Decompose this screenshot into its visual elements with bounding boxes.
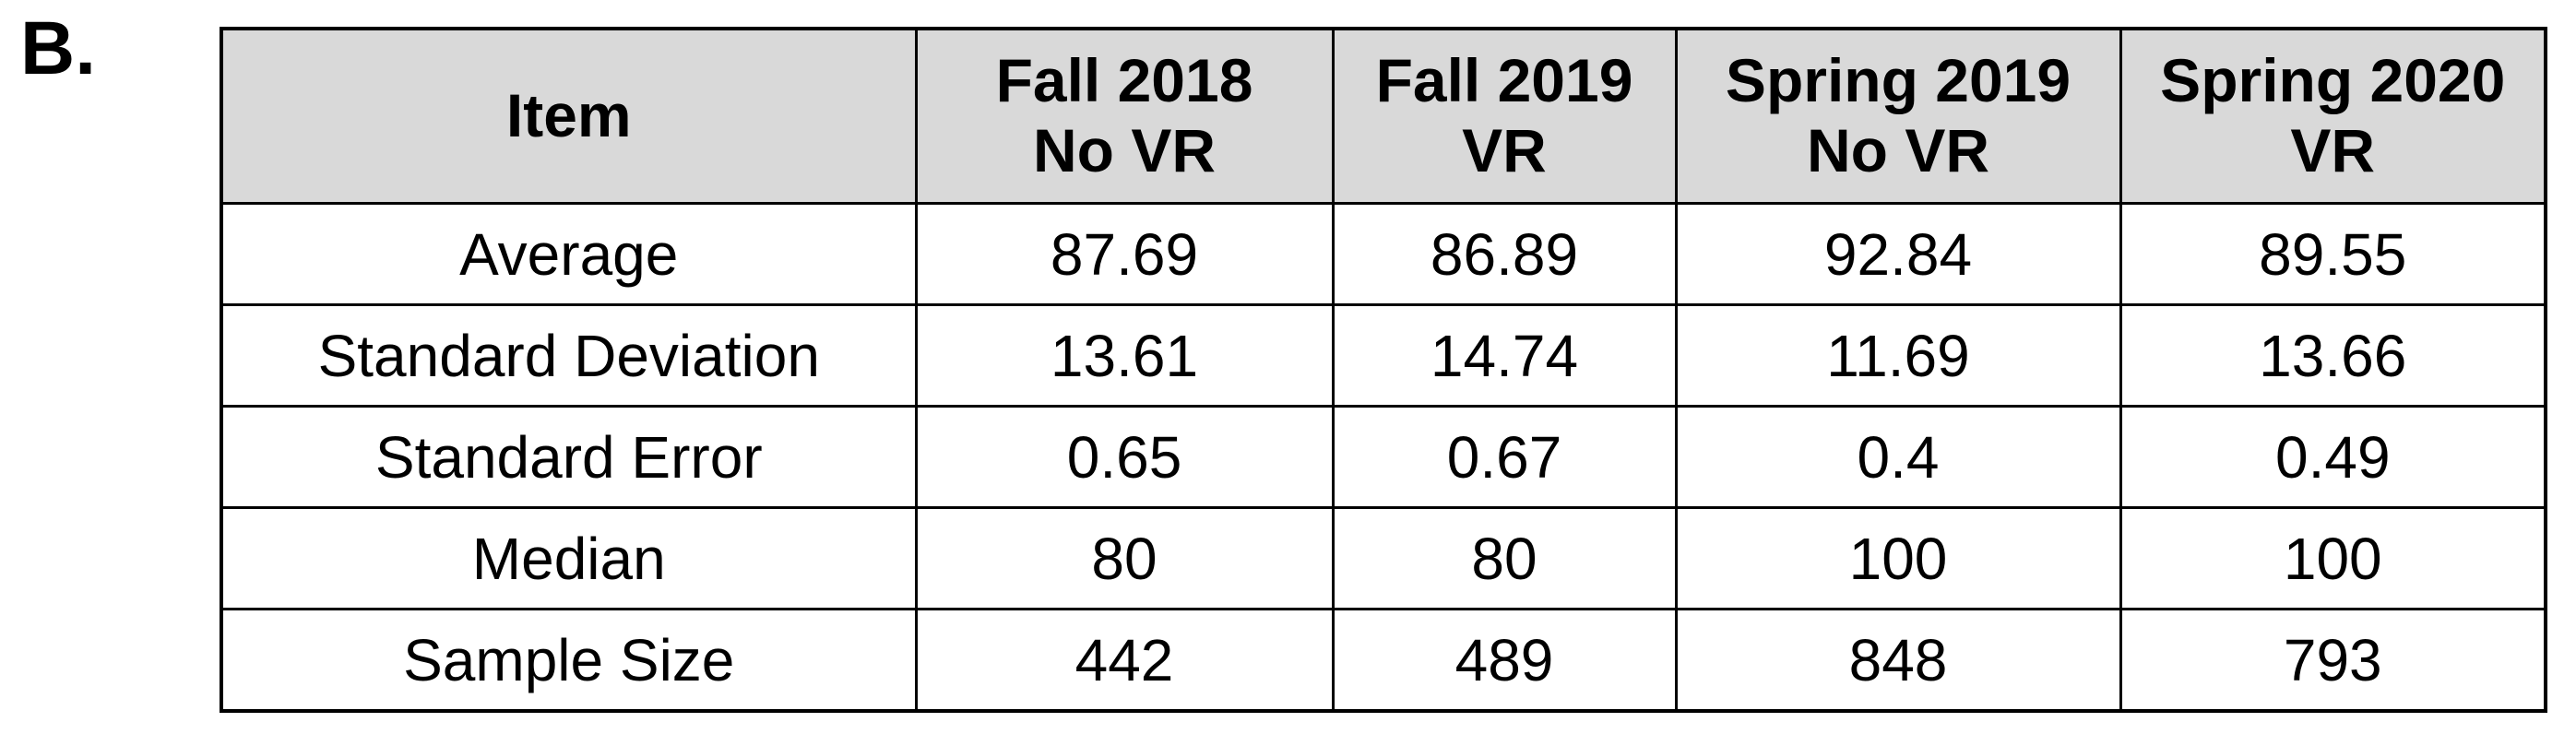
- cell-value: 0.4: [1674, 405, 2122, 509]
- header-spring-2019-condition: No VR: [1807, 116, 1989, 184]
- header-fall-2019-term: Fall 2019: [1375, 46, 1633, 115]
- table-row-average: Average 87.69 86.89 92.84 89.55: [220, 202, 2547, 306]
- cell-value: 848: [1674, 608, 2122, 713]
- cell-value: 0.67: [1331, 405, 1678, 509]
- header-fall-2018: Fall 2018 No VR: [914, 27, 1335, 205]
- cell-value: 80: [914, 506, 1335, 610]
- cell-value: 14.74: [1331, 303, 1678, 408]
- row-label-sample-size: Sample Size: [220, 608, 918, 713]
- cell-value: 13.61: [914, 303, 1335, 408]
- cell-value: 793: [2119, 608, 2547, 713]
- cell-value: 80: [1331, 506, 1678, 610]
- table-row-median: Median 80 80 100 100: [220, 506, 2547, 610]
- header-fall-2018-term: Fall 2018: [995, 46, 1253, 115]
- header-spring-2019: Spring 2019 No VR: [1674, 27, 2122, 205]
- cell-value: 13.66: [2119, 303, 2547, 408]
- cell-value: 0.49: [2119, 405, 2547, 509]
- header-spring-2020: Spring 2020 VR: [2119, 27, 2547, 205]
- cell-value: 11.69: [1674, 303, 2122, 408]
- cell-value: 489: [1331, 608, 1678, 713]
- row-label-standard-deviation: Standard Deviation: [220, 303, 918, 408]
- header-fall-2019-condition: VR: [1462, 116, 1547, 184]
- table-row-standard-deviation: Standard Deviation 13.61 14.74 11.69 13.…: [220, 303, 2547, 408]
- header-item-label: Item: [505, 81, 632, 150]
- header-item: Item: [220, 27, 918, 205]
- panel-label: B.: [20, 6, 96, 90]
- cell-value: 442: [914, 608, 1335, 713]
- header-spring-2020-term: Spring 2020: [2160, 46, 2506, 115]
- table-header-row: Item Fall 2018 No VR Fall 2019 VR Spring…: [220, 27, 2547, 205]
- header-fall-2019: Fall 2019 VR: [1331, 27, 1678, 205]
- cell-value: 89.55: [2119, 202, 2547, 306]
- header-fall-2018-condition: No VR: [1033, 116, 1216, 184]
- header-spring-2020-condition: VR: [2290, 116, 2376, 184]
- row-label-median: Median: [220, 506, 918, 610]
- cell-value: 92.84: [1674, 202, 2122, 306]
- cell-value: 0.65: [914, 405, 1335, 509]
- table-row-standard-error: Standard Error 0.65 0.67 0.4 0.49: [220, 405, 2547, 509]
- row-label-average: Average: [220, 202, 918, 306]
- cell-value: 100: [2119, 506, 2547, 610]
- table-row-sample-size: Sample Size 442 489 848 793: [220, 608, 2547, 713]
- cell-value: 86.89: [1331, 202, 1678, 306]
- row-label-standard-error: Standard Error: [220, 405, 918, 509]
- header-spring-2019-term: Spring 2019: [1725, 46, 2071, 115]
- cell-value: 100: [1674, 506, 2122, 610]
- statistics-table: Item Fall 2018 No VR Fall 2019 VR Spring…: [220, 27, 2547, 713]
- cell-value: 87.69: [914, 202, 1335, 306]
